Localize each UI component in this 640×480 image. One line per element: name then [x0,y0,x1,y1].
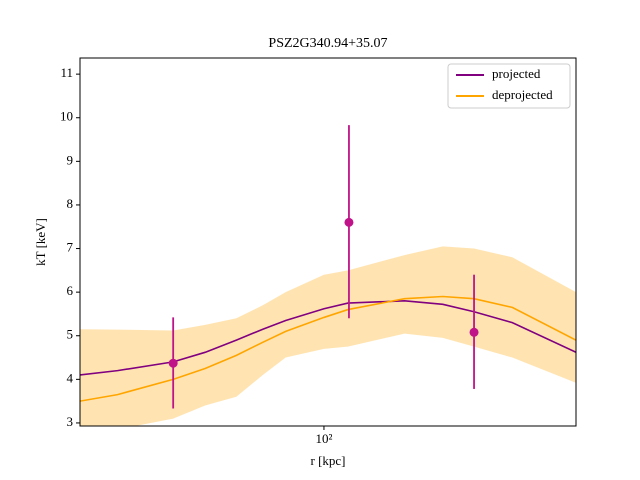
y-tick-label: 8 [67,196,74,211]
chart-title: PSZ2G340.94+35.07 [268,36,387,51]
series-line [80,295,576,402]
legend-label: projected [492,66,541,81]
y-tick-label: 11 [60,65,73,80]
x-axis-label: r [kpc] [310,453,345,468]
series-line [80,300,576,376]
y-tick-label: 9 [67,152,74,167]
confidence-band [80,246,576,426]
y-tick-label: 10 [60,109,73,124]
data-point [344,217,354,227]
y-tick-label: 7 [67,240,74,255]
y-axis-label: kT [keV] [33,218,48,266]
data-point [469,327,479,337]
data-point [168,358,178,368]
y-tick-label: 5 [67,327,74,342]
y-tick-label: 4 [67,370,74,385]
axes-frame [79,57,577,427]
y-tick-label: 3 [67,414,74,429]
legend-label: deprojected [492,87,553,102]
y-tick-label: 6 [67,283,74,298]
plot-area [80,125,576,426]
x-tick-label: 10² [315,431,332,446]
